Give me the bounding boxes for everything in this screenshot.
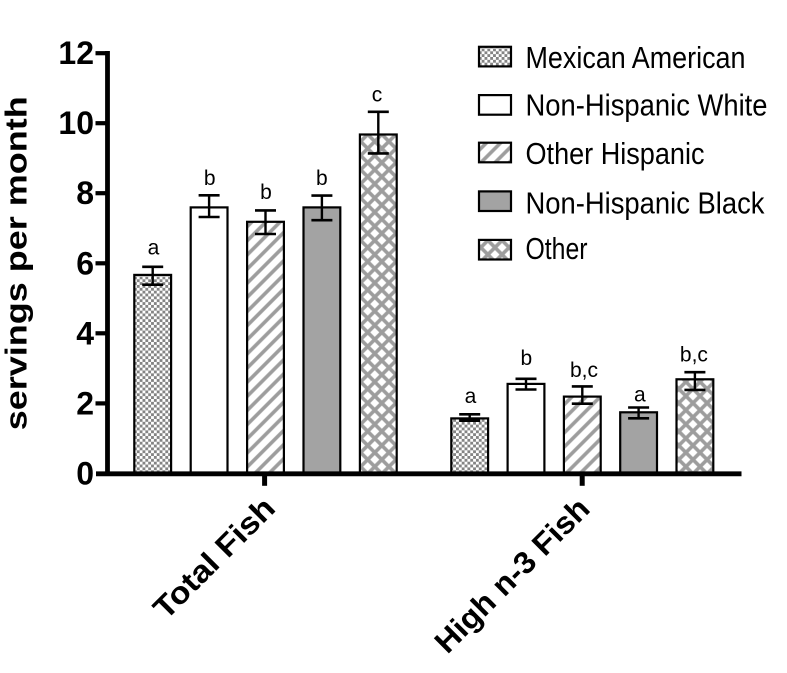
svg-text:servings per month: servings per month <box>0 96 34 430</box>
svg-text:b: b <box>260 181 272 204</box>
svg-text:Other Hispanic: Other Hispanic <box>526 136 705 171</box>
svg-text:a: a <box>634 384 646 407</box>
svg-text:c: c <box>372 83 383 106</box>
svg-text:b: b <box>520 347 532 370</box>
svg-text:Non-Hispanic Black: Non-Hispanic Black <box>526 185 765 220</box>
svg-text:Other: Other <box>526 231 588 266</box>
svg-text:12: 12 <box>58 35 94 71</box>
svg-text:b: b <box>316 167 328 190</box>
svg-text:Non-Hispanic White: Non-Hispanic White <box>526 88 768 123</box>
svg-text:0: 0 <box>76 456 94 492</box>
svg-text:6: 6 <box>76 245 94 281</box>
svg-text:a: a <box>465 385 477 408</box>
svg-text:b: b <box>204 167 216 190</box>
svg-text:10: 10 <box>58 105 94 141</box>
svg-text:b,c: b,c <box>570 359 598 382</box>
svg-text:b,c: b,c <box>680 344 708 367</box>
svg-text:2: 2 <box>76 385 94 421</box>
svg-text:8: 8 <box>76 175 94 211</box>
svg-text:4: 4 <box>76 315 94 351</box>
svg-text:Mexican American: Mexican American <box>526 40 746 75</box>
svg-text:a: a <box>148 236 160 259</box>
